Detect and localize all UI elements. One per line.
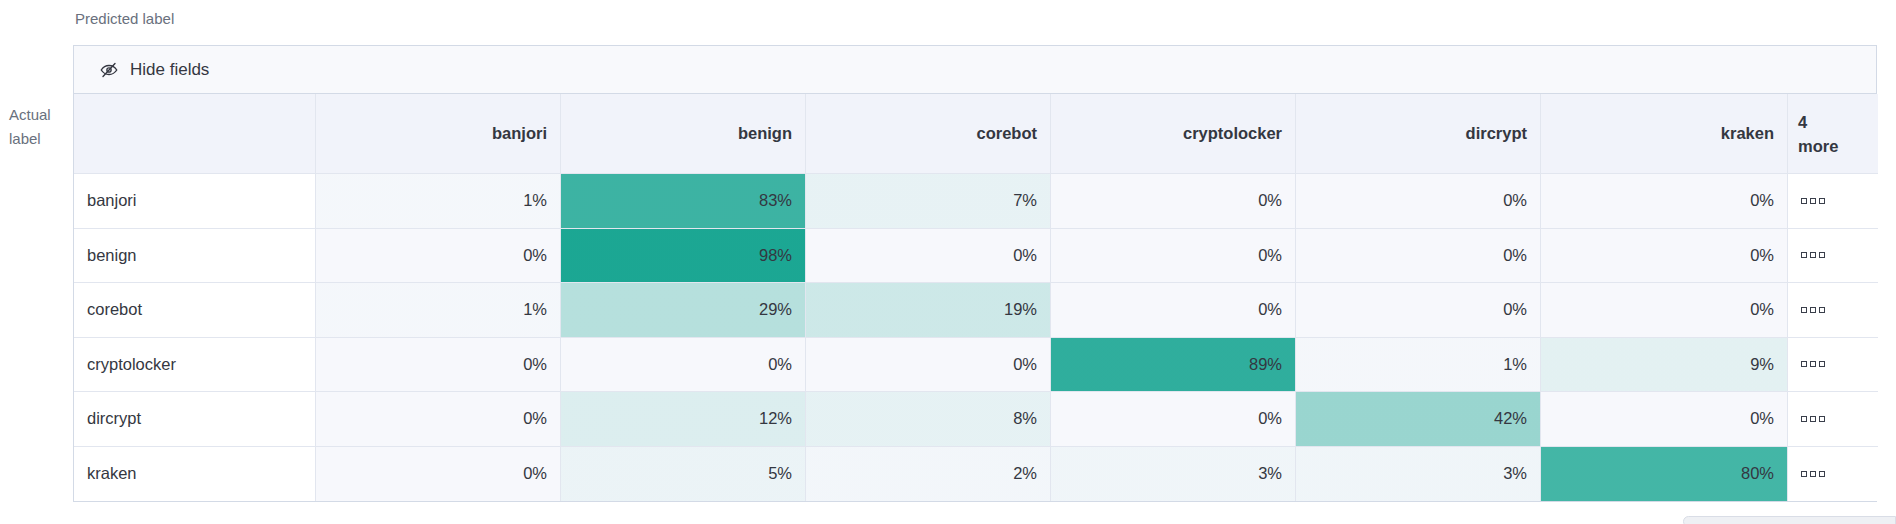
boxes-horizontal-icon <box>1819 361 1825 367</box>
column-header-dircrypt[interactable]: dircrypt <box>1296 94 1541 174</box>
eye-closed-icon <box>99 60 119 80</box>
cell-banjori-banjori: 1% <box>316 174 561 229</box>
cell-dircrypt-cryptolocker: 0% <box>1051 392 1296 447</box>
boxes-horizontal-icon <box>1810 252 1816 258</box>
column-header-kraken[interactable]: kraken <box>1541 94 1788 174</box>
cell-corebot-corebot: 19% <box>806 283 1051 338</box>
cell-benign-benign: 98% <box>561 229 806 284</box>
cell-benign-corebot: 0% <box>806 229 1051 284</box>
cell-corebot-kraken: 0% <box>1541 283 1788 338</box>
more-columns-cell-corebot[interactable] <box>1788 283 1878 338</box>
cell-corebot-dircrypt: 0% <box>1296 283 1541 338</box>
actual-label-axis: Actual label <box>9 103 61 151</box>
more-columns-cell-cryptolocker[interactable] <box>1788 338 1878 393</box>
cell-kraken-corebot: 2% <box>806 447 1051 502</box>
confusion-matrix-grid: banjoribenigncorebotcryptolockerdircrypt… <box>74 94 1876 501</box>
hide-fields-label: Hide fields <box>130 60 209 80</box>
boxes-horizontal-icon <box>1801 416 1807 422</box>
cell-dircrypt-banjori: 0% <box>316 392 561 447</box>
cell-corebot-benign: 29% <box>561 283 806 338</box>
cell-kraken-dircrypt: 3% <box>1296 447 1541 502</box>
column-header-corebot[interactable]: corebot <box>806 94 1051 174</box>
column-header-benign[interactable]: benign <box>561 94 806 174</box>
cell-cryptolocker-corebot: 0% <box>806 338 1051 393</box>
grid-toolbar: Hide fields <box>74 46 1876 94</box>
boxes-horizontal-icon <box>1801 307 1807 313</box>
cell-benign-dircrypt: 0% <box>1296 229 1541 284</box>
row-label-benign: benign <box>74 229 316 284</box>
horizontal-scrollbar-thumb[interactable] <box>1683 516 1896 524</box>
boxes-horizontal-icon <box>1819 252 1825 258</box>
confusion-matrix-panel: Hide fields banjoribenigncorebotcryptolo… <box>73 45 1877 502</box>
boxes-horizontal-icon <box>1810 198 1816 204</box>
boxes-horizontal-icon <box>1801 361 1807 367</box>
column-header-cryptolocker[interactable]: cryptolocker <box>1051 94 1296 174</box>
cell-dircrypt-corebot: 8% <box>806 392 1051 447</box>
boxes-horizontal-icon <box>1801 198 1807 204</box>
cell-benign-cryptolocker: 0% <box>1051 229 1296 284</box>
more-columns-cell-banjori[interactable] <box>1788 174 1878 229</box>
row-label-banjori: banjori <box>74 174 316 229</box>
cell-dircrypt-dircrypt: 42% <box>1296 392 1541 447</box>
cell-benign-kraken: 0% <box>1541 229 1788 284</box>
boxes-horizontal-icon <box>1819 471 1825 477</box>
cell-kraken-banjori: 0% <box>316 447 561 502</box>
cell-kraken-benign: 5% <box>561 447 806 502</box>
predicted-label-axis: Predicted label <box>75 7 174 31</box>
cell-cryptolocker-dircrypt: 1% <box>1296 338 1541 393</box>
cell-banjori-cryptolocker: 0% <box>1051 174 1296 229</box>
row-label-dircrypt: dircrypt <box>74 392 316 447</box>
cell-banjori-corebot: 7% <box>806 174 1051 229</box>
cell-dircrypt-kraken: 0% <box>1541 392 1788 447</box>
row-label-cryptolocker: cryptolocker <box>74 338 316 393</box>
more-columns-cell-benign[interactable] <box>1788 229 1878 284</box>
hide-fields-button[interactable]: Hide fields <box>91 54 217 86</box>
cell-cryptolocker-benign: 0% <box>561 338 806 393</box>
cell-dircrypt-benign: 12% <box>561 392 806 447</box>
cell-banjori-kraken: 0% <box>1541 174 1788 229</box>
cell-corebot-cryptolocker: 0% <box>1051 283 1296 338</box>
more-columns-cell-kraken[interactable] <box>1788 447 1878 502</box>
cell-kraken-cryptolocker: 3% <box>1051 447 1296 502</box>
boxes-horizontal-icon <box>1801 471 1807 477</box>
cell-cryptolocker-kraken: 9% <box>1541 338 1788 393</box>
boxes-horizontal-icon <box>1810 361 1816 367</box>
boxes-horizontal-icon <box>1810 307 1816 313</box>
cell-banjori-dircrypt: 0% <box>1296 174 1541 229</box>
more-columns-cell-dircrypt[interactable] <box>1788 392 1878 447</box>
column-header-banjori[interactable]: banjori <box>316 94 561 174</box>
cell-kraken-kraken: 80% <box>1541 447 1788 502</box>
boxes-horizontal-icon <box>1819 198 1825 204</box>
row-label-column-header <box>74 94 316 174</box>
boxes-horizontal-icon <box>1801 252 1807 258</box>
boxes-horizontal-icon <box>1819 416 1825 422</box>
row-label-corebot: corebot <box>74 283 316 338</box>
cell-banjori-benign: 83% <box>561 174 806 229</box>
more-columns-header-button[interactable]: 4 more <box>1788 94 1878 174</box>
row-label-kraken: kraken <box>74 447 316 502</box>
confusion-matrix-screen: Predicted label Actual label Hide fields… <box>0 0 1896 524</box>
boxes-horizontal-icon <box>1810 416 1816 422</box>
boxes-horizontal-icon <box>1819 307 1825 313</box>
cell-cryptolocker-cryptolocker: 89% <box>1051 338 1296 393</box>
cell-corebot-banjori: 1% <box>316 283 561 338</box>
cell-benign-banjori: 0% <box>316 229 561 284</box>
boxes-horizontal-icon <box>1810 471 1816 477</box>
cell-cryptolocker-banjori: 0% <box>316 338 561 393</box>
